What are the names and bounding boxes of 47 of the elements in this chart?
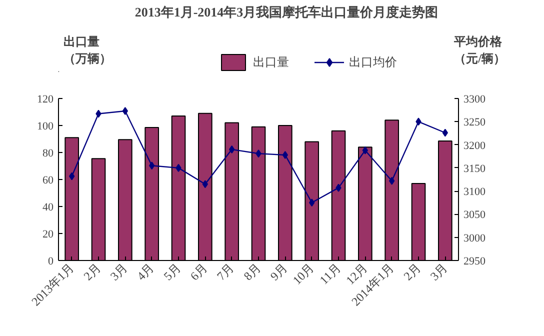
point <box>416 118 422 126</box>
point <box>122 106 128 115</box>
x-tick-label: 2月 <box>80 260 104 284</box>
y-tick-label: 80 <box>42 148 54 160</box>
y2-tick-label: 3150 <box>464 162 486 175</box>
point <box>256 150 262 158</box>
point <box>96 110 102 118</box>
chart-title: 2013年1月-2014年3月我国摩托车出口量价月度走势图 <box>134 4 438 20</box>
x-tick-label: 8月 <box>240 260 264 284</box>
x-tick-label: 6月 <box>187 260 210 284</box>
legend-label: 出口量 <box>253 54 289 70</box>
x-tick-label: 4月 <box>134 260 157 284</box>
point <box>202 180 208 188</box>
point <box>336 184 342 192</box>
x-tick-label: 9月 <box>267 260 290 284</box>
x-tick-label: 2月 <box>400 260 424 284</box>
point <box>389 176 395 185</box>
y2-tick-label: 2950 <box>464 256 486 268</box>
y2-axis-title: 平均价格（元/辆） <box>453 34 506 66</box>
x-tick-label: 7月 <box>214 260 237 284</box>
x-tick-label: 5月 <box>160 260 184 284</box>
y2-tick-label: 3200 <box>464 140 486 152</box>
point <box>282 150 288 159</box>
x-tick-label: 11月 <box>316 260 344 288</box>
y2-tick-label: 3100 <box>464 186 486 198</box>
x-tick-label: 10月 <box>290 260 317 288</box>
y-tick-label: 40 <box>42 202 54 214</box>
point <box>149 162 155 170</box>
point <box>229 145 235 154</box>
y-axis-title: 出口量（万辆） <box>64 34 112 66</box>
point <box>309 198 315 207</box>
x-tick-label: 3月 <box>107 260 130 284</box>
point <box>69 172 75 180</box>
legend-label: 出口均价 <box>349 54 397 70</box>
y-tick-label: 20 <box>42 228 54 240</box>
y2-tick-label: 3300 <box>464 94 486 106</box>
x-tick-label: 3月 <box>427 260 450 284</box>
point <box>176 164 182 172</box>
y-tick-label: 120 <box>37 94 54 106</box>
y2-tick-label: 3250 <box>464 116 486 129</box>
y-tick-label: 60 <box>42 174 54 186</box>
point <box>442 128 448 137</box>
y2-tick-label: 3000 <box>464 232 486 244</box>
y-tick-label: 0 <box>48 256 54 268</box>
point <box>362 146 368 154</box>
y2-tick-label: 3050 <box>464 209 486 222</box>
y-tick-label: 100 <box>37 120 54 132</box>
